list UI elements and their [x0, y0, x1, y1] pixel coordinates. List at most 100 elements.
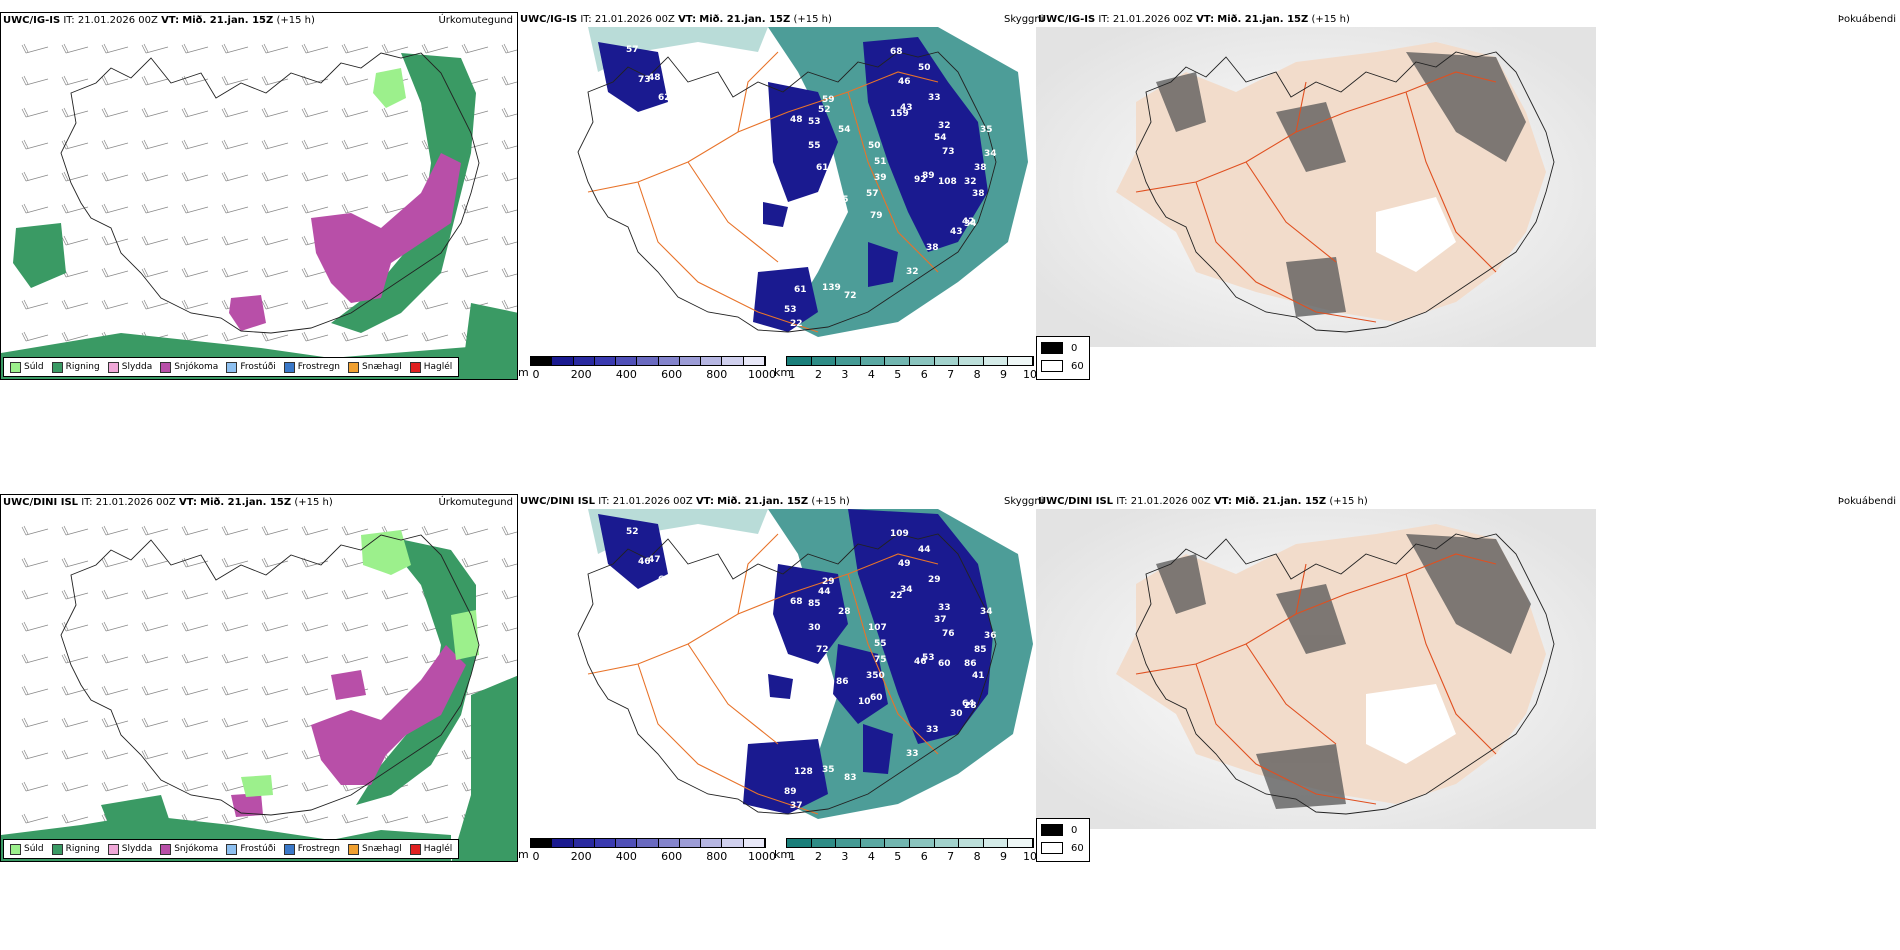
fog-legend-item: 0 [1041, 342, 1077, 354]
precip-drizzle-areas [241, 530, 479, 797]
cloud-base-label: 62 [658, 93, 671, 103]
colorbar-segment [594, 839, 617, 847]
colorbar-tick: 7 [947, 368, 955, 380]
legend-label: Haglél [423, 362, 453, 372]
precip-drizzle-areas [373, 68, 406, 108]
colorbar-tick: 10 [1023, 850, 1036, 862]
cloud-base-label: 86 [964, 659, 977, 669]
legend-label: Frostúði [240, 844, 276, 854]
fog-header-2: UWC/DINI ISL IT: 21.01.2026 00Z VT: Mið.… [1038, 496, 1368, 507]
cloud-base-label: 60 [870, 693, 883, 703]
colorbar-segment [1008, 357, 1033, 365]
colorbar-tick: 3 [841, 368, 849, 380]
visibility-title-1: Skyggni [1004, 14, 1044, 25]
colorbar-segment [836, 357, 861, 365]
valid-label: VT: [678, 14, 697, 25]
legend-swatch [226, 843, 238, 855]
cloud-base-label: 41 [972, 671, 985, 681]
colorbar-tick: 200 [570, 368, 592, 380]
legend-item: Frostúði [226, 843, 276, 855]
iceland-outline [1135, 533, 1555, 815]
fog-legend-1: 0 60 [1036, 336, 1090, 380]
lead-time: (+15 h) [294, 497, 333, 508]
colorbar-segment [811, 839, 837, 847]
legend-item: Slydda [107, 843, 152, 855]
legend-item: Frostregn [283, 361, 340, 373]
valid-time: Mið. 21.jan. 15Z [699, 14, 791, 25]
fog-map-2 [1036, 509, 1596, 829]
colorbar-unit: m [518, 848, 529, 861]
cloud-base-label: 52 [626, 527, 639, 537]
fog-panel-1: UWC/IG-IS IT: 21.01.2026 00Z VT: Mið. 21… [1036, 12, 1900, 380]
cloud-base-label: 32 [906, 267, 919, 277]
legend-item: Súld [10, 843, 44, 855]
colorbar-segment [743, 839, 765, 847]
legend-item: Haglél [409, 361, 453, 373]
cloud-base-label: 39 [874, 173, 887, 183]
legend-item: Snjókoma [160, 843, 218, 855]
colorbar-tick: 7 [947, 850, 955, 862]
colorbar-tick: 6 [920, 368, 928, 380]
valid-time: Mið. 21.jan. 15Z [1235, 496, 1327, 507]
colorbar-segment [637, 839, 659, 847]
fog-legend-value: 60 [1071, 360, 1084, 372]
cloud-base-label: 53 [808, 117, 821, 127]
precip-title-2: Úrkomutegund [438, 497, 513, 508]
cloud-base-label: 48 [790, 115, 803, 125]
colorbar-segment [885, 839, 910, 847]
init-time: IT: 21.01.2026 00Z [81, 497, 176, 508]
iceland-outline [60, 534, 480, 816]
cloud-base-label: 72 [844, 291, 857, 301]
cloud-base-label: 43 [950, 227, 963, 237]
legend-label: Rigning [65, 362, 100, 372]
colorbar-unit: m [518, 366, 529, 379]
road-network [587, 51, 939, 333]
cloud-base-label: 50 [918, 63, 931, 73]
valid-label: VT: [1196, 14, 1215, 25]
cloud-base-label: 60 [938, 659, 951, 669]
cloud-base-label: 22 [890, 591, 903, 601]
precip-title-1: Úrkomutegund [438, 15, 513, 26]
legend-item: Snæhagl [348, 361, 402, 373]
legend-item: Snjókoma [160, 361, 218, 373]
model-name: UWC/IG-IS [3, 15, 61, 26]
visibility-title-2: Skyggni [1004, 496, 1044, 507]
cloud-base-label: 38 [974, 163, 987, 173]
colorbar-tick: 1000 [748, 850, 776, 862]
cloud-base-label: 85 [808, 599, 821, 609]
fog-legend-value: 0 [1071, 824, 1078, 836]
cloud-base-label: 89 [784, 787, 797, 797]
cloud-base-colorbar-2: m 0 200 400 600 800 1000 [518, 838, 776, 862]
legend-swatch [51, 361, 63, 373]
cloud-base-label: 37 [934, 615, 947, 625]
legend-swatch [51, 843, 63, 855]
colorbar-segment [531, 839, 553, 847]
colorbar-segment [679, 839, 702, 847]
cloud-base-label: 48 [648, 73, 661, 83]
cloud-base-label: 32 [938, 121, 951, 131]
cloud-base-label: 50 [868, 141, 881, 151]
legend-swatch [107, 361, 119, 373]
colorbar-strip [530, 838, 766, 848]
colorbar-tick: 400 [615, 850, 637, 862]
legend-label: Slydda [121, 362, 153, 372]
cloud-base-label: 33 [938, 603, 951, 613]
colorbar-segment [934, 357, 960, 365]
precip-map-1 [1, 43, 517, 379]
lead-time: (+15 h) [276, 15, 315, 26]
cloud-base-label: 47 [648, 555, 661, 565]
cloud-base-label: 29 [928, 575, 941, 585]
cloud-base-label: 51 [874, 157, 887, 167]
cloud-base-label: 43 [900, 103, 913, 113]
colorbar-segment [860, 839, 886, 847]
colorbar-tick: 2 [814, 368, 822, 380]
legend-label: Súld [24, 844, 44, 854]
init-time: IT: 21.01.2026 00Z [598, 496, 693, 507]
colorbar-segment [983, 357, 1009, 365]
colorbar-tick: 1000 [748, 368, 776, 380]
colorbar-segment [552, 839, 574, 847]
cloud-base-label: 46 [914, 657, 927, 667]
cloud-base-label: 70 [816, 201, 829, 211]
colorbar-segment [722, 357, 744, 365]
